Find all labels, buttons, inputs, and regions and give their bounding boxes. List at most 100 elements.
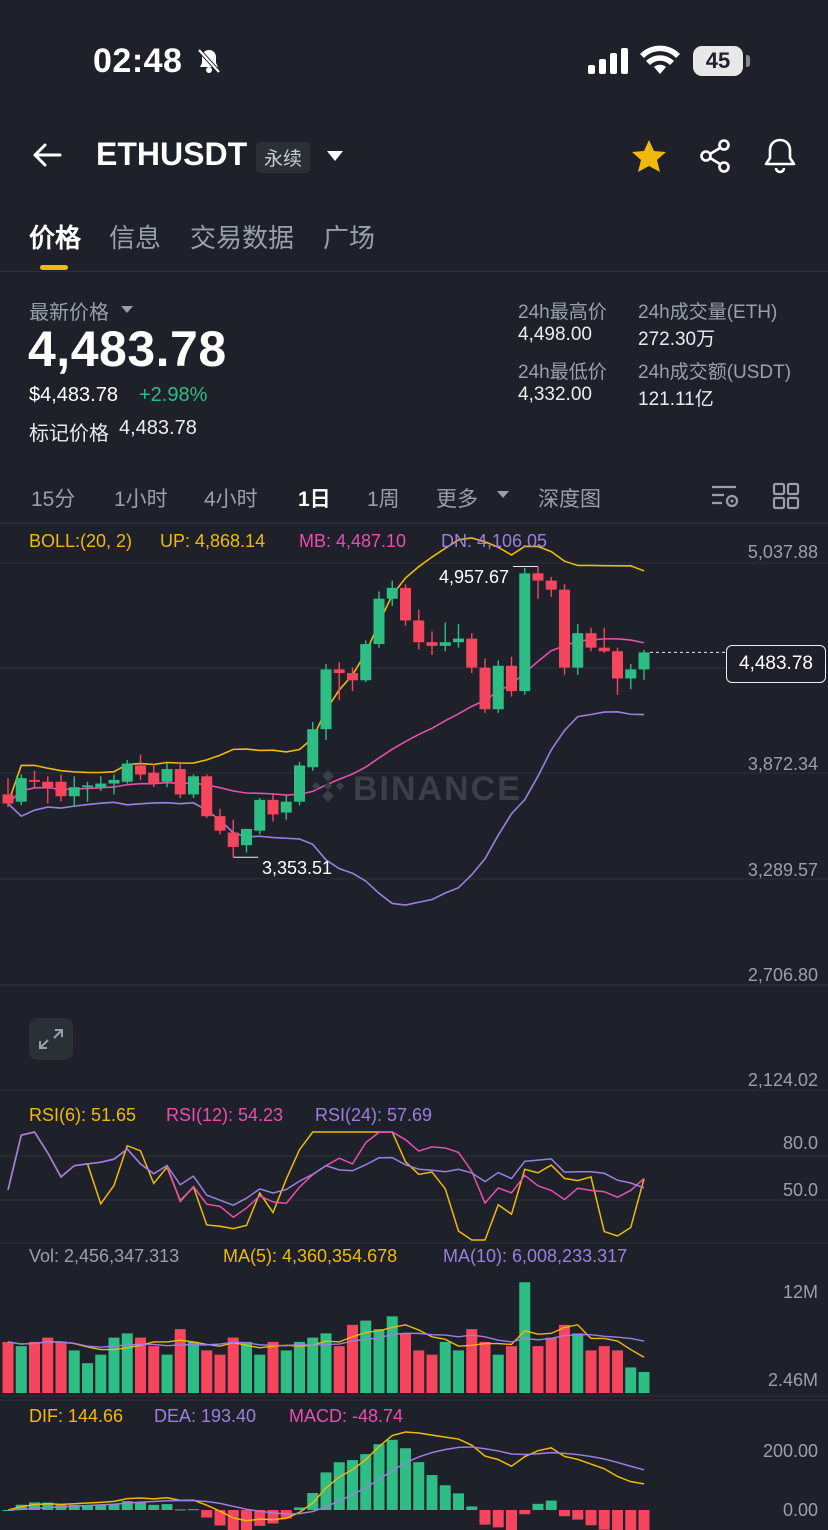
volume-bar xyxy=(506,1346,517,1393)
volume-bar xyxy=(161,1354,173,1393)
interval-4h[interactable]: 4小时 xyxy=(204,488,258,511)
volume-bars xyxy=(2,1282,650,1393)
macd-histogram-bar xyxy=(135,1501,146,1510)
macd-histogram-bar xyxy=(598,1510,610,1530)
macd-histogram-bar xyxy=(506,1510,517,1530)
back-arrow-icon[interactable] xyxy=(30,138,64,172)
latest-price-label[interactable]: 最新价格 xyxy=(29,302,109,324)
candle-body xyxy=(426,642,438,646)
volume-bar xyxy=(347,1324,358,1393)
high-24h-value: 4,498.00 xyxy=(518,324,592,345)
volume-bar xyxy=(2,1341,14,1393)
current-price-tag[interactable]: 4,483.78 xyxy=(726,645,826,683)
volume-bar xyxy=(241,1341,252,1393)
macd-histogram-bar xyxy=(227,1510,239,1530)
volume-bar xyxy=(55,1341,67,1393)
macd-histogram-bar xyxy=(148,1504,160,1510)
low-callout: 3,353.51 xyxy=(262,858,333,878)
boll-lower-line xyxy=(7,710,645,906)
macd-histogram-bar xyxy=(638,1510,650,1530)
indicator-settings-icon[interactable] xyxy=(710,482,740,510)
mark-price-value: 4,483.78 xyxy=(119,417,197,439)
volume-bar xyxy=(439,1341,451,1393)
volume-bar xyxy=(373,1329,385,1393)
candle-body xyxy=(227,832,239,847)
more-dropdown-icon[interactable] xyxy=(496,490,510,499)
candle-body xyxy=(400,587,411,621)
share-icon[interactable] xyxy=(697,138,733,174)
candle-body xyxy=(559,589,570,668)
macd-axis-label: 200.00 xyxy=(762,1441,818,1461)
volume-bar xyxy=(386,1316,398,1393)
tab-square[interactable]: 广场 xyxy=(323,223,376,253)
candle-body xyxy=(254,799,266,831)
macd-histogram-bar xyxy=(121,1501,133,1510)
candle-body xyxy=(545,580,557,590)
volume-bar xyxy=(307,1337,319,1393)
volume-bar xyxy=(572,1333,584,1393)
favorite-star-icon[interactable] xyxy=(630,138,668,174)
volume-bar xyxy=(360,1320,372,1393)
macd-histogram-bar xyxy=(492,1510,504,1528)
candle-body xyxy=(585,633,597,648)
volume-bar xyxy=(82,1363,93,1393)
interval-more[interactable]: 更多 xyxy=(436,488,478,511)
candle-body xyxy=(439,642,451,646)
price-alert-bell-icon[interactable] xyxy=(762,136,798,174)
contract-type-badge: 永续 xyxy=(256,142,311,173)
candle-body xyxy=(492,665,504,710)
volume-bar xyxy=(148,1346,160,1393)
latest-price-dropdown-icon[interactable] xyxy=(120,305,134,314)
rsi12-legend: RSI(12): 54.23 xyxy=(166,1105,284,1125)
macd-histogram-bar xyxy=(68,1504,80,1510)
macd-histogram-bar xyxy=(254,1510,266,1526)
binance-logo-icon xyxy=(308,766,348,806)
tab-info[interactable]: 信息 xyxy=(109,223,162,253)
interval-1h[interactable]: 1小时 xyxy=(114,488,168,511)
tab-price[interactable]: 价格 xyxy=(29,223,82,253)
candle-body xyxy=(572,633,584,668)
volume-bar xyxy=(466,1329,478,1393)
macd-histogram-bar xyxy=(545,1500,557,1510)
pair-dropdown-icon[interactable] xyxy=(326,150,344,162)
depth-chart-tab[interactable]: 深度图 xyxy=(538,488,601,511)
wifi-icon xyxy=(640,44,680,76)
tab-trading-data[interactable]: 交易数据 xyxy=(190,223,295,253)
volume-bar xyxy=(267,1341,279,1393)
candle-body xyxy=(333,669,345,674)
volume-bar xyxy=(532,1346,544,1393)
candle-body xyxy=(347,673,358,681)
price-axis-label: 3,289.57 xyxy=(747,860,818,880)
volume-bar xyxy=(333,1346,345,1393)
pair-symbol[interactable]: ETHUSDT xyxy=(96,136,248,172)
macd-histogram-bar xyxy=(108,1504,120,1510)
macd-histogram-bar xyxy=(2,1510,14,1511)
volume-bar xyxy=(519,1282,531,1393)
macd-histogram-bar xyxy=(612,1510,623,1530)
macd-value-legend: MACD: -48.74 xyxy=(289,1406,404,1426)
macd-histogram-bar xyxy=(373,1444,385,1510)
candle-body xyxy=(519,573,531,692)
mark-price-label: 标记价格 xyxy=(29,423,109,445)
macd-histogram-bar xyxy=(413,1462,425,1510)
macd-histogram-bar xyxy=(572,1510,584,1520)
candle-body xyxy=(241,828,252,846)
volume-bar xyxy=(42,1337,54,1393)
fullscreen-expand-button[interactable] xyxy=(29,1018,73,1060)
boll-dn: DN: 4,106.05 xyxy=(441,531,548,551)
vol-ma5-line xyxy=(7,1324,645,1358)
interval-15m[interactable]: 15分 xyxy=(31,488,76,511)
grid-layout-icon[interactable] xyxy=(772,482,800,510)
kline-chart-area[interactable] xyxy=(0,524,828,1530)
candle-body xyxy=(625,669,637,679)
macd-panel xyxy=(2,1431,650,1530)
candle-body xyxy=(612,651,623,679)
candle-body xyxy=(280,801,292,813)
rsi-axis-label: 80.0 xyxy=(782,1133,818,1153)
interval-1w[interactable]: 1周 xyxy=(367,488,400,511)
status-time: 02:48 xyxy=(93,42,183,80)
interval-1d[interactable]: 1日 xyxy=(298,488,331,511)
volume-bar xyxy=(174,1329,186,1393)
macd-histogram-bar xyxy=(426,1475,438,1510)
macd-histogram-bar xyxy=(95,1504,107,1510)
